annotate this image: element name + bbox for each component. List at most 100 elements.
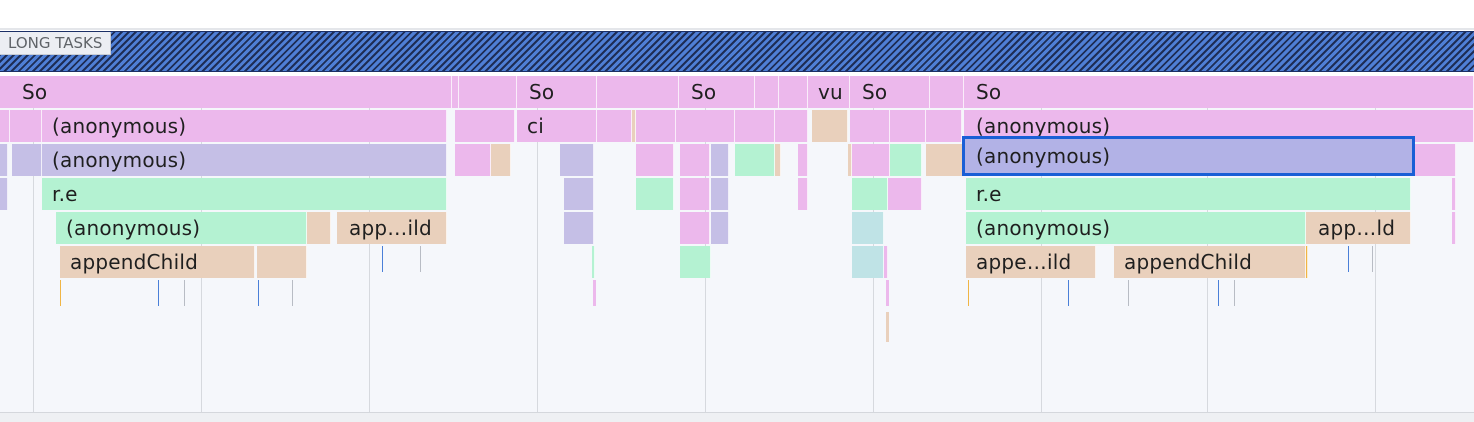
flame-block[interactable]	[798, 144, 808, 176]
flame-block[interactable]	[564, 212, 594, 244]
flame-block[interactable]	[930, 76, 964, 108]
flame-tick[interactable]	[1348, 246, 1349, 272]
flame-tick[interactable]	[1372, 246, 1373, 272]
flame-tick[interactable]	[158, 280, 159, 306]
flame-tick[interactable]	[886, 312, 889, 342]
flame-block[interactable]	[636, 110, 676, 142]
flame-block-app2[interactable]: app…ld	[1306, 212, 1411, 244]
flame-block[interactable]	[850, 110, 890, 142]
flame-block[interactable]	[848, 144, 852, 176]
flame-block[interactable]	[597, 76, 679, 108]
flame-block[interactable]	[560, 144, 594, 176]
flame-block[interactable]	[852, 144, 890, 176]
flame-block-anon5[interactable]: (anonymous)	[966, 212, 1306, 244]
flame-block[interactable]	[711, 178, 729, 210]
flame-block-anon4[interactable]: (anonymous)	[56, 212, 307, 244]
flame-block[interactable]	[12, 144, 42, 176]
flame-tick[interactable]	[968, 280, 969, 306]
flame-block[interactable]	[676, 110, 735, 142]
flame-tick[interactable]	[1128, 280, 1129, 306]
flame-block[interactable]	[632, 110, 636, 142]
flame-tick[interactable]	[292, 280, 293, 306]
flame-block-so2[interactable]: So	[517, 76, 597, 108]
flame-block[interactable]	[890, 110, 926, 142]
flame-block[interactable]	[852, 246, 884, 278]
flame-block-label: appendChild	[1124, 250, 1252, 274]
flame-block[interactable]	[636, 144, 674, 176]
flame-block[interactable]	[890, 144, 922, 176]
flame-block-append1[interactable]: appendChild	[60, 246, 255, 278]
flame-block[interactable]	[10, 110, 42, 142]
flame-block-anon3[interactable]: (anonymous)	[42, 144, 447, 176]
flame-block-re2[interactable]: r.e	[966, 178, 1411, 210]
flame-block[interactable]	[775, 144, 781, 176]
flame-tick[interactable]	[593, 280, 596, 306]
flame-block-so1[interactable]: So	[0, 76, 452, 108]
flame-block[interactable]	[452, 76, 459, 108]
flame-block[interactable]	[755, 76, 779, 108]
flame-block[interactable]	[455, 144, 491, 176]
flame-block[interactable]	[0, 144, 8, 176]
flame-block[interactable]	[0, 110, 10, 142]
flame-block[interactable]	[636, 178, 674, 210]
flame-block[interactable]	[779, 76, 808, 108]
flame-block[interactable]	[564, 178, 594, 210]
grid-line	[1207, 76, 1208, 412]
flame-block[interactable]	[307, 212, 331, 244]
flame-block-so4[interactable]: So	[850, 76, 930, 108]
flame-block[interactable]	[711, 144, 729, 176]
flame-block[interactable]	[926, 144, 964, 176]
flame-block-anon1[interactable]: (anonymous)	[42, 110, 447, 142]
flame-block-app1[interactable]: app…ild	[337, 212, 447, 244]
flame-tick[interactable]	[60, 280, 61, 306]
flame-block[interactable]	[680, 212, 710, 244]
flame-tick[interactable]	[382, 246, 383, 272]
flame-block-so5[interactable]: So	[964, 76, 1474, 108]
flame-tick[interactable]	[258, 280, 259, 306]
flame-block[interactable]	[1452, 212, 1456, 244]
flame-block-append2[interactable]: appendChild	[1114, 246, 1306, 278]
flame-block[interactable]	[812, 110, 848, 142]
long-tasks-track[interactable]: LONG TASKS	[0, 31, 1474, 72]
flame-block[interactable]	[491, 144, 511, 176]
flame-block[interactable]	[926, 110, 962, 142]
flame-block[interactable]	[680, 144, 710, 176]
flame-block[interactable]	[459, 76, 517, 108]
flame-chart[interactable]: So So So vu So So (anonymous) ci (anonymous) (ano…	[0, 76, 1474, 412]
flame-block-label: r.e	[52, 182, 78, 206]
flame-block-label: r.e	[976, 182, 1002, 206]
flame-block[interactable]	[884, 246, 888, 278]
flame-block[interactable]	[455, 110, 515, 142]
flame-block-re1[interactable]: r.e	[42, 178, 447, 210]
flame-block[interactable]	[597, 110, 632, 142]
flame-block[interactable]	[592, 246, 595, 278]
flame-block-vu[interactable]: vu	[808, 76, 850, 108]
flame-block[interactable]	[775, 110, 808, 142]
flame-tick[interactable]	[1068, 280, 1069, 306]
flame-block[interactable]	[735, 144, 775, 176]
flame-block[interactable]	[735, 110, 775, 142]
flame-block[interactable]	[680, 178, 710, 210]
flame-block-label: (anonymous)	[66, 216, 201, 240]
flame-tick[interactable]	[1234, 280, 1235, 306]
flame-block[interactable]	[798, 178, 808, 210]
flame-tick[interactable]	[420, 246, 421, 272]
flame-block[interactable]	[1452, 178, 1456, 210]
flame-block[interactable]	[852, 212, 884, 244]
flame-block[interactable]	[680, 246, 711, 278]
flame-block[interactable]	[852, 178, 888, 210]
flame-block[interactable]	[888, 178, 922, 210]
flame-tick[interactable]	[886, 280, 889, 306]
flame-block[interactable]	[1412, 144, 1456, 176]
flame-block[interactable]	[0, 178, 8, 210]
flame-block-appe3[interactable]: appe…ild	[966, 246, 1096, 278]
selected-flame-block[interactable]: (anonymous)	[962, 136, 1415, 176]
flame-tick[interactable]	[1218, 280, 1219, 306]
flame-block-ci[interactable]: ci	[517, 110, 597, 142]
flame-block[interactable]	[711, 212, 729, 244]
flame-block-so3[interactable]: So	[679, 76, 755, 108]
flame-block[interactable]	[1306, 246, 1308, 278]
flame-block[interactable]	[257, 246, 307, 278]
long-tasks-label: LONG TASKS	[0, 32, 112, 55]
flame-tick[interactable]	[184, 280, 185, 306]
